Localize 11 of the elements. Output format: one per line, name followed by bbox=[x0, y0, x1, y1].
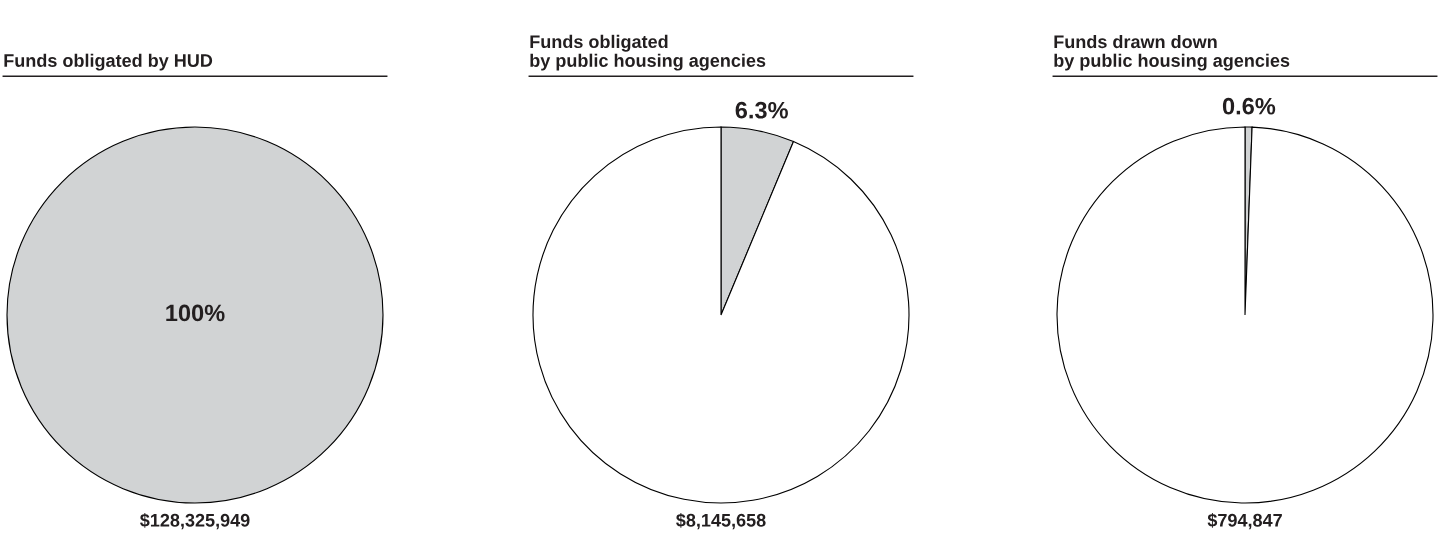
data-label: 6.3% bbox=[735, 101, 788, 119]
chart-title: Funds drawn down by public housing agencies bbox=[1054, 34, 1290, 71]
text: $128,325,949 bbox=[140, 513, 250, 530]
text: $8,145,658 bbox=[676, 513, 766, 530]
pie-slice bbox=[532, 126, 910, 504]
pie-slice bbox=[1056, 126, 1434, 504]
data-label: 0.6% bbox=[1222, 97, 1276, 115]
chart-title: Funds obligated by public housing agencies bbox=[530, 34, 766, 71]
text: $794,847 bbox=[1207, 513, 1282, 530]
chart-title: Funds obligated by HUD bbox=[4, 53, 213, 71]
data-label: 100% bbox=[166, 304, 225, 322]
